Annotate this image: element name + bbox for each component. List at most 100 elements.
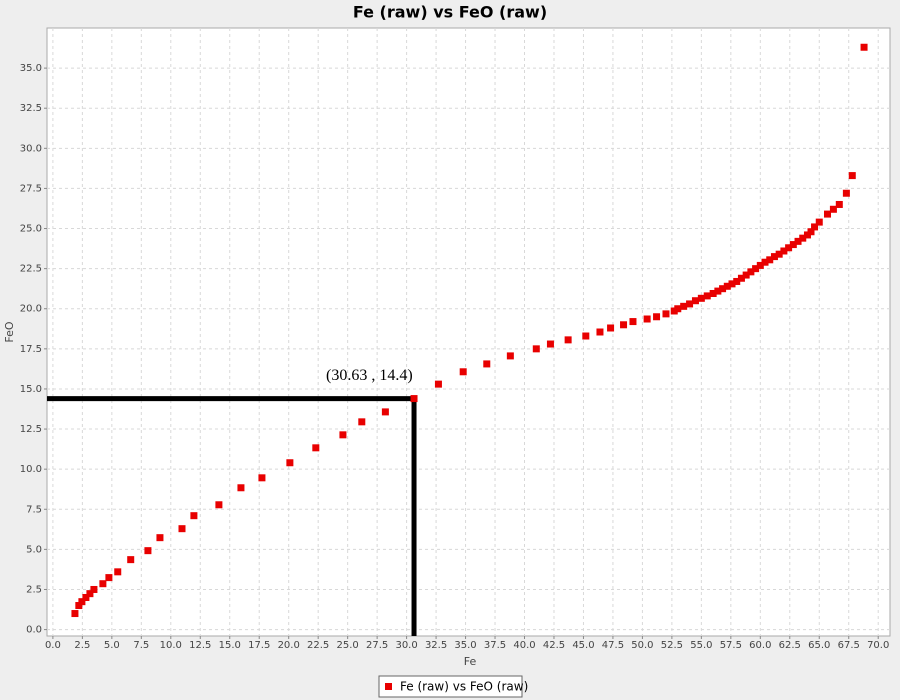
legend-marker — [385, 683, 392, 690]
point — [434, 380, 442, 388]
y-tick-label: 35.0 — [20, 63, 42, 74]
point — [719, 285, 727, 293]
point — [643, 315, 651, 323]
y-tick-label: 2.5 — [26, 584, 42, 595]
legend-label: Fe (raw) vs FeO (raw) — [400, 680, 528, 694]
point — [723, 282, 731, 290]
point — [848, 172, 856, 180]
point — [620, 321, 628, 329]
x-tick-label: 47.5 — [602, 640, 624, 651]
x-tick-label: 15.0 — [219, 640, 241, 651]
point — [258, 474, 266, 482]
y-tick-label: 30.0 — [20, 143, 42, 154]
point — [312, 444, 320, 452]
point — [564, 336, 572, 344]
point — [105, 574, 113, 582]
y-tick-label: 22.5 — [20, 264, 42, 275]
point — [709, 289, 717, 297]
point — [286, 459, 294, 467]
point — [829, 205, 837, 213]
point — [737, 274, 745, 282]
point — [733, 277, 741, 285]
y-tick-label: 7.5 — [26, 504, 42, 515]
point — [99, 580, 107, 588]
y-tick-label: 27.5 — [20, 183, 42, 194]
point — [728, 280, 736, 288]
point — [794, 237, 802, 245]
point — [78, 598, 86, 606]
point — [546, 340, 554, 348]
x-tick-label: 52.5 — [661, 640, 683, 651]
point — [358, 418, 366, 426]
point — [75, 602, 83, 610]
x-tick-label: 22.5 — [307, 640, 329, 651]
y-tick-label: 10.0 — [20, 464, 42, 475]
x-tick-label: 70.0 — [867, 640, 889, 651]
point — [114, 568, 122, 576]
x-tick-label: 45.0 — [572, 640, 594, 651]
y-tick-label: 5.0 — [26, 544, 42, 555]
point — [483, 360, 491, 368]
y-tick-label: 25.0 — [20, 224, 42, 235]
y-axis-label: FeO — [3, 321, 16, 342]
x-tick-label: 62.5 — [779, 640, 801, 651]
x-tick-label: 55.0 — [690, 640, 712, 651]
point — [775, 250, 783, 258]
point — [670, 307, 678, 315]
x-tick-label: 5.0 — [104, 640, 120, 651]
y-tick-label: 20.0 — [20, 304, 42, 315]
point — [842, 189, 850, 197]
point — [691, 297, 699, 305]
point — [410, 395, 418, 403]
point — [747, 268, 755, 276]
legend — [378, 675, 523, 698]
point — [761, 258, 769, 266]
point — [807, 228, 815, 236]
point — [178, 525, 186, 533]
point — [653, 313, 661, 321]
plot-area — [46, 27, 891, 637]
x-tick-label: 0.0 — [45, 640, 61, 651]
y-tick-label: 17.5 — [20, 344, 42, 355]
point — [811, 223, 819, 231]
point — [714, 287, 722, 295]
x-tick-label: 30.0 — [395, 640, 417, 651]
point — [381, 408, 389, 416]
point — [82, 593, 90, 601]
x-tick-label: 7.5 — [133, 640, 149, 651]
x-tick-label: 2.5 — [74, 640, 90, 651]
x-tick-label: 25.0 — [337, 640, 359, 651]
point — [785, 244, 793, 252]
point — [752, 265, 760, 273]
point — [237, 484, 245, 492]
point — [144, 547, 152, 555]
point — [674, 305, 682, 313]
x-tick-label: 40.0 — [513, 640, 535, 651]
x-tick-label: 32.5 — [425, 640, 447, 651]
x-tick-label: 10.0 — [160, 640, 182, 651]
point — [824, 210, 832, 218]
point — [766, 256, 774, 264]
point — [459, 368, 467, 376]
x-tick-label: 37.5 — [484, 640, 506, 651]
point — [770, 253, 778, 261]
point — [860, 43, 868, 51]
y-tick-label: 12.5 — [20, 424, 42, 435]
point — [697, 294, 705, 302]
point — [815, 218, 823, 226]
point — [703, 292, 711, 300]
annotation-label: (30.63 , 14.4) — [326, 367, 413, 384]
point — [789, 241, 797, 249]
point — [780, 247, 788, 255]
point — [629, 318, 637, 326]
x-tick-label: 12.5 — [189, 640, 211, 651]
point — [662, 310, 670, 318]
x-axis-label: Fe — [464, 655, 477, 668]
chart-title: Fe (raw) vs FeO (raw) — [353, 3, 547, 22]
y-tick-label: 32.5 — [20, 103, 42, 114]
point — [215, 501, 223, 509]
x-tick-label: 50.0 — [631, 640, 653, 651]
x-tick-label: 35.0 — [454, 640, 476, 651]
point — [596, 328, 604, 336]
